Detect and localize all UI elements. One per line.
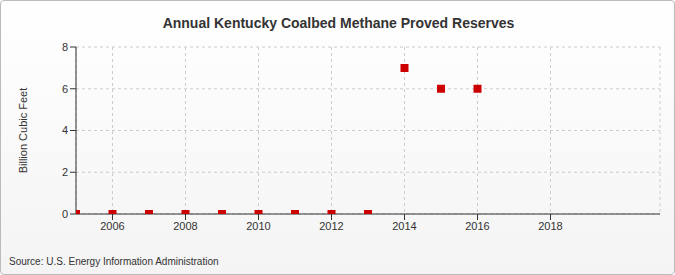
html-text:Annual Kentucky Coalbed Methan: Annual Kentucky Coalbed Methane Proved R… (162, 15, 515, 31)
svg-text:8: 8 (62, 41, 68, 53)
svg-text:2018: 2018 (538, 220, 562, 232)
svg-text:2010: 2010 (246, 220, 270, 232)
svg-text:2006: 2006 (100, 220, 124, 232)
html-text:Source: U.S. Energy Informatio: Source: U.S. Energy Information Administ… (9, 256, 219, 267)
svg-text:0: 0 (62, 208, 68, 220)
svg-text:2016: 2016 (465, 220, 489, 232)
svg-text:4: 4 (62, 124, 68, 136)
svg-text:2014: 2014 (392, 220, 416, 232)
svg-text:Billion Cubic Feet: Billion Cubic Feet (17, 88, 29, 174)
svg-text:2008: 2008 (173, 220, 197, 232)
svg-text:2012: 2012 (319, 220, 343, 232)
svg-text:6: 6 (62, 83, 68, 95)
svg-text:2: 2 (62, 166, 68, 178)
